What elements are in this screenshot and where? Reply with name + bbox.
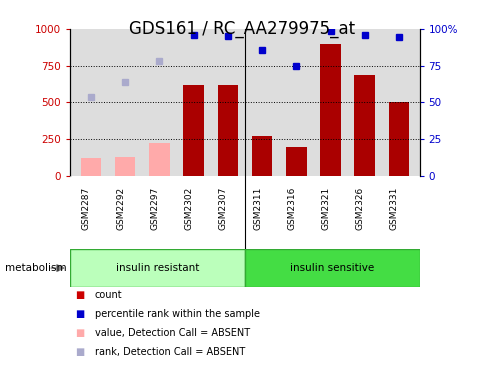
- Text: GSM2316: GSM2316: [287, 187, 296, 230]
- Bar: [115, 157, 135, 176]
- Bar: [80, 158, 101, 176]
- Text: GSM2311: GSM2311: [253, 187, 261, 230]
- Text: GSM2321: GSM2321: [321, 187, 330, 230]
- Text: count: count: [94, 290, 122, 300]
- FancyBboxPatch shape: [70, 249, 244, 287]
- Text: ■: ■: [75, 347, 84, 357]
- Text: insulin resistant: insulin resistant: [116, 263, 199, 273]
- Text: percentile rank within the sample: percentile rank within the sample: [94, 309, 259, 319]
- Text: ■: ■: [75, 309, 84, 319]
- Bar: [251, 136, 272, 176]
- Text: ■: ■: [75, 290, 84, 300]
- Text: value, Detection Call = ABSENT: value, Detection Call = ABSENT: [94, 328, 249, 338]
- Bar: [319, 44, 340, 176]
- Text: insulin sensitive: insulin sensitive: [289, 263, 374, 273]
- Bar: [286, 147, 306, 176]
- Text: metabolism: metabolism: [5, 263, 66, 273]
- Text: rank, Detection Call = ABSENT: rank, Detection Call = ABSENT: [94, 347, 244, 357]
- Bar: [217, 85, 238, 176]
- Bar: [149, 143, 169, 176]
- Bar: [388, 102, 408, 176]
- Text: ■: ■: [75, 328, 84, 338]
- Text: GSM2287: GSM2287: [82, 187, 91, 230]
- Text: GDS161 / RC_AA279975_at: GDS161 / RC_AA279975_at: [129, 20, 355, 38]
- Text: GSM2302: GSM2302: [184, 187, 193, 230]
- Text: GSM2307: GSM2307: [218, 187, 227, 230]
- Text: GSM2297: GSM2297: [150, 187, 159, 230]
- Text: GSM2331: GSM2331: [389, 187, 398, 230]
- Text: GSM2326: GSM2326: [355, 187, 364, 230]
- Bar: [183, 85, 203, 176]
- Text: GSM2292: GSM2292: [116, 187, 125, 230]
- FancyBboxPatch shape: [244, 249, 419, 287]
- Bar: [354, 75, 374, 176]
